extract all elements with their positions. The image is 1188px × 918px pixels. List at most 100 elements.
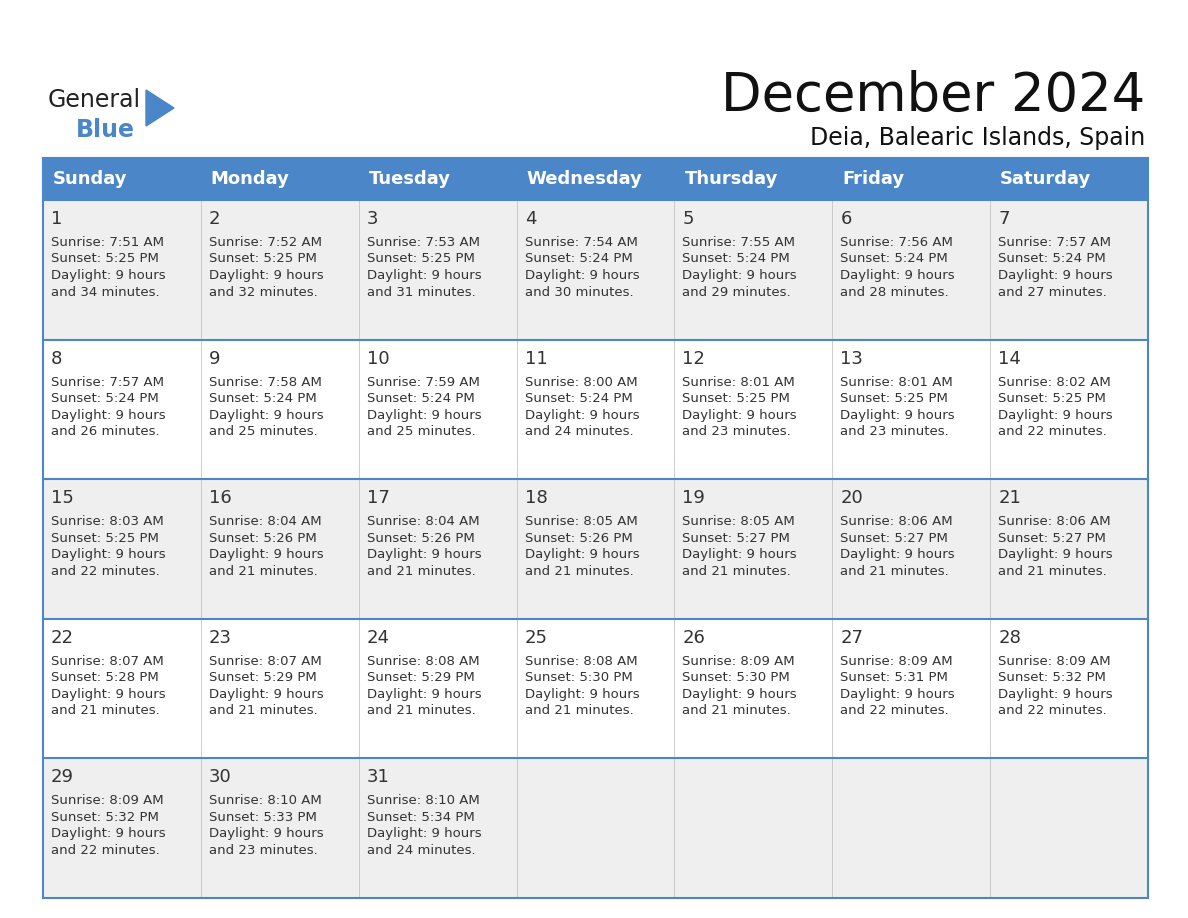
Text: Sunrise: 8:08 AM: Sunrise: 8:08 AM <box>525 655 637 667</box>
Text: Sunrise: 7:56 AM: Sunrise: 7:56 AM <box>840 236 953 249</box>
Bar <box>43 200 1148 340</box>
Text: 7: 7 <box>998 210 1010 228</box>
Bar <box>43 340 1148 479</box>
Text: 14: 14 <box>998 350 1020 367</box>
Text: and 27 minutes.: and 27 minutes. <box>998 285 1107 298</box>
Text: and 23 minutes.: and 23 minutes. <box>840 425 949 438</box>
Text: Daylight: 9 hours: Daylight: 9 hours <box>209 548 323 561</box>
Text: Daylight: 9 hours: Daylight: 9 hours <box>840 409 955 421</box>
Text: Sunrise: 8:07 AM: Sunrise: 8:07 AM <box>51 655 164 667</box>
Text: Sunset: 5:27 PM: Sunset: 5:27 PM <box>682 532 790 544</box>
Text: Daylight: 9 hours: Daylight: 9 hours <box>525 409 639 421</box>
Text: Daylight: 9 hours: Daylight: 9 hours <box>998 548 1113 561</box>
Text: Sunset: 5:25 PM: Sunset: 5:25 PM <box>682 392 790 405</box>
Text: Daylight: 9 hours: Daylight: 9 hours <box>209 688 323 700</box>
Text: 6: 6 <box>840 210 852 228</box>
Text: and 31 minutes.: and 31 minutes. <box>367 285 475 298</box>
Text: Daylight: 9 hours: Daylight: 9 hours <box>840 269 955 282</box>
Text: General: General <box>48 88 141 112</box>
Bar <box>43 158 1148 200</box>
Text: Daylight: 9 hours: Daylight: 9 hours <box>51 688 165 700</box>
Text: Sunset: 5:25 PM: Sunset: 5:25 PM <box>51 252 159 265</box>
Text: 22: 22 <box>51 629 74 647</box>
Text: December 2024: December 2024 <box>721 70 1145 122</box>
Text: Sunset: 5:26 PM: Sunset: 5:26 PM <box>209 532 317 544</box>
Text: Daylight: 9 hours: Daylight: 9 hours <box>998 269 1113 282</box>
Text: Sunrise: 7:52 AM: Sunrise: 7:52 AM <box>209 236 322 249</box>
Text: 4: 4 <box>525 210 536 228</box>
Text: Sunrise: 7:57 AM: Sunrise: 7:57 AM <box>51 375 164 388</box>
Text: 9: 9 <box>209 350 220 367</box>
Text: Daylight: 9 hours: Daylight: 9 hours <box>51 548 165 561</box>
Text: Sunset: 5:25 PM: Sunset: 5:25 PM <box>209 252 317 265</box>
Text: Sunrise: 8:09 AM: Sunrise: 8:09 AM <box>682 655 795 667</box>
Text: Daylight: 9 hours: Daylight: 9 hours <box>367 548 481 561</box>
Text: Daylight: 9 hours: Daylight: 9 hours <box>840 688 955 700</box>
Text: Sunrise: 7:51 AM: Sunrise: 7:51 AM <box>51 236 164 249</box>
Text: Sunset: 5:25 PM: Sunset: 5:25 PM <box>51 532 159 544</box>
Text: Tuesday: Tuesday <box>368 170 450 188</box>
Text: 2: 2 <box>209 210 220 228</box>
Text: Sunset: 5:34 PM: Sunset: 5:34 PM <box>367 811 474 823</box>
Text: Sunrise: 8:10 AM: Sunrise: 8:10 AM <box>209 794 322 808</box>
Polygon shape <box>146 90 173 126</box>
Text: Sunset: 5:25 PM: Sunset: 5:25 PM <box>840 392 948 405</box>
Text: 27: 27 <box>840 629 864 647</box>
Text: 25: 25 <box>525 629 548 647</box>
Text: 28: 28 <box>998 629 1020 647</box>
Text: and 21 minutes.: and 21 minutes. <box>209 704 317 717</box>
Text: Sunset: 5:26 PM: Sunset: 5:26 PM <box>367 532 474 544</box>
Text: Deia, Balearic Islands, Spain: Deia, Balearic Islands, Spain <box>810 126 1145 150</box>
Text: Daylight: 9 hours: Daylight: 9 hours <box>367 409 481 421</box>
Text: Sunrise: 8:09 AM: Sunrise: 8:09 AM <box>51 794 164 808</box>
Text: Friday: Friday <box>842 170 904 188</box>
Text: Sunset: 5:30 PM: Sunset: 5:30 PM <box>682 671 790 684</box>
Text: and 22 minutes.: and 22 minutes. <box>998 704 1107 717</box>
Text: Sunset: 5:24 PM: Sunset: 5:24 PM <box>682 252 790 265</box>
Text: and 22 minutes.: and 22 minutes. <box>51 844 159 856</box>
Text: Daylight: 9 hours: Daylight: 9 hours <box>682 409 797 421</box>
Text: Sunset: 5:27 PM: Sunset: 5:27 PM <box>840 532 948 544</box>
Text: Sunrise: 8:03 AM: Sunrise: 8:03 AM <box>51 515 164 528</box>
Text: Sunset: 5:27 PM: Sunset: 5:27 PM <box>998 532 1106 544</box>
Text: 11: 11 <box>525 350 548 367</box>
Text: and 21 minutes.: and 21 minutes. <box>998 565 1107 577</box>
Text: Sunrise: 7:58 AM: Sunrise: 7:58 AM <box>209 375 322 388</box>
Text: Sunset: 5:24 PM: Sunset: 5:24 PM <box>998 252 1106 265</box>
Text: and 21 minutes.: and 21 minutes. <box>840 565 949 577</box>
Text: and 23 minutes.: and 23 minutes. <box>209 844 317 856</box>
Text: Sunset: 5:32 PM: Sunset: 5:32 PM <box>998 671 1106 684</box>
Text: Sunset: 5:24 PM: Sunset: 5:24 PM <box>51 392 159 405</box>
Text: Sunset: 5:30 PM: Sunset: 5:30 PM <box>525 671 632 684</box>
Text: and 21 minutes.: and 21 minutes. <box>51 704 159 717</box>
Text: Blue: Blue <box>76 118 135 142</box>
Text: Daylight: 9 hours: Daylight: 9 hours <box>682 688 797 700</box>
Text: and 23 minutes.: and 23 minutes. <box>682 425 791 438</box>
Text: Sunset: 5:24 PM: Sunset: 5:24 PM <box>525 392 632 405</box>
Text: Daylight: 9 hours: Daylight: 9 hours <box>525 548 639 561</box>
Text: and 34 minutes.: and 34 minutes. <box>51 285 159 298</box>
Text: Sunset: 5:31 PM: Sunset: 5:31 PM <box>840 671 948 684</box>
Text: and 21 minutes.: and 21 minutes. <box>525 565 633 577</box>
Text: Sunrise: 8:04 AM: Sunrise: 8:04 AM <box>209 515 322 528</box>
Text: and 24 minutes.: and 24 minutes. <box>525 425 633 438</box>
Text: Daylight: 9 hours: Daylight: 9 hours <box>209 827 323 840</box>
Text: Sunset: 5:24 PM: Sunset: 5:24 PM <box>525 252 632 265</box>
Bar <box>43 479 1148 619</box>
Text: Sunrise: 7:55 AM: Sunrise: 7:55 AM <box>682 236 796 249</box>
Text: 10: 10 <box>367 350 390 367</box>
Text: and 26 minutes.: and 26 minutes. <box>51 425 159 438</box>
Text: Sunset: 5:29 PM: Sunset: 5:29 PM <box>209 671 317 684</box>
Text: Sunrise: 8:07 AM: Sunrise: 8:07 AM <box>209 655 322 667</box>
Text: Sunrise: 8:06 AM: Sunrise: 8:06 AM <box>840 515 953 528</box>
Text: Daylight: 9 hours: Daylight: 9 hours <box>840 548 955 561</box>
Text: 18: 18 <box>525 489 548 508</box>
Text: Daylight: 9 hours: Daylight: 9 hours <box>998 409 1113 421</box>
Text: Sunrise: 7:54 AM: Sunrise: 7:54 AM <box>525 236 638 249</box>
Text: Sunset: 5:25 PM: Sunset: 5:25 PM <box>998 392 1106 405</box>
Text: Sunday: Sunday <box>53 170 127 188</box>
Text: Daylight: 9 hours: Daylight: 9 hours <box>998 688 1113 700</box>
Text: 24: 24 <box>367 629 390 647</box>
Text: 8: 8 <box>51 350 63 367</box>
Text: Sunset: 5:26 PM: Sunset: 5:26 PM <box>525 532 632 544</box>
